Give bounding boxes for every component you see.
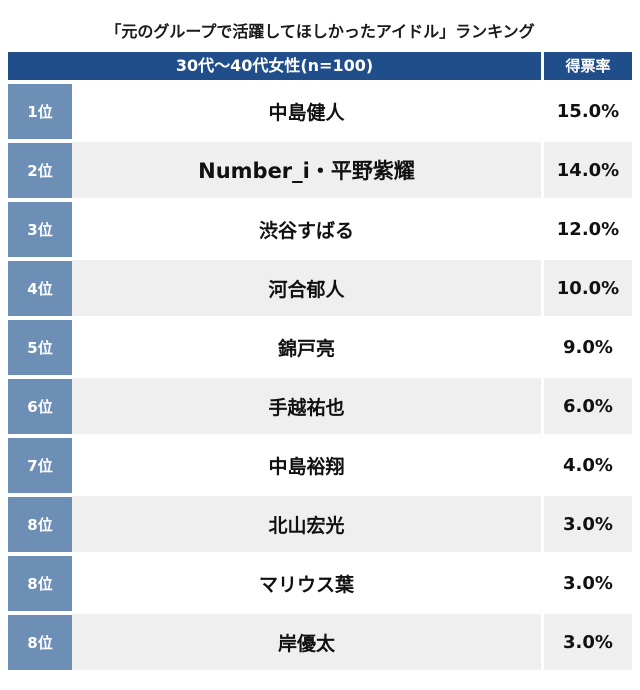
rank-label: 8位 xyxy=(8,496,72,552)
idol-name: 北山宏光 xyxy=(72,496,541,552)
table-row: 6位 手越祐也 6.0% xyxy=(8,378,632,434)
idol-name: 中島健人 xyxy=(72,83,541,139)
idol-name: マリウス葉 xyxy=(72,555,541,611)
table-row: 8位 岸優太 3.0% xyxy=(8,614,632,670)
idol-name: 錦戸亮 xyxy=(72,319,541,375)
table-row: 8位 マリウス葉 3.0% xyxy=(8,555,632,611)
vote-rate: 14.0% xyxy=(544,142,632,198)
header-vote-rate: 得票率 xyxy=(544,52,632,80)
vote-rate: 15.0% xyxy=(544,83,632,139)
rank-label: 4位 xyxy=(8,260,72,316)
idol-name: Number_i・平野紫耀 xyxy=(72,142,541,198)
table-row: 4位 河合郁人 10.0% xyxy=(8,260,632,316)
rank-label: 8位 xyxy=(8,555,72,611)
idol-name: 河合郁人 xyxy=(72,260,541,316)
rank-label: 7位 xyxy=(8,437,72,493)
vote-rate: 3.0% xyxy=(544,614,632,670)
table-row: 2位 Number_i・平野紫耀 14.0% xyxy=(8,142,632,198)
rank-label: 6位 xyxy=(8,378,72,434)
vote-rate: 12.0% xyxy=(544,201,632,257)
table-row: 7位 中島裕翔 4.0% xyxy=(8,437,632,493)
vote-rate: 10.0% xyxy=(544,260,632,316)
header-respondents: 30代〜40代女性(n=100) xyxy=(8,52,541,80)
vote-rate: 4.0% xyxy=(544,437,632,493)
rank-label: 3位 xyxy=(8,201,72,257)
ranking-table: 1位 中島健人 15.0% 2位 Number_i・平野紫耀 14.0% 3位 渋谷すばる 12… xyxy=(8,80,632,670)
chart-title: 「元のグループで活躍してほしかったアイドル」ランキング xyxy=(105,22,535,41)
idol-name: 中島裕翔 xyxy=(72,437,541,493)
vote-rate: 3.0% xyxy=(544,496,632,552)
rank-label: 8位 xyxy=(8,614,72,670)
rank-label: 2位 xyxy=(8,142,72,198)
table-row: 5位 錦戸亮 9.0% xyxy=(8,319,632,375)
rank-label: 1位 xyxy=(8,83,72,139)
idol-name: 渋谷すばる xyxy=(72,201,541,257)
table-row: 8位 北山宏光 3.0% xyxy=(8,496,632,552)
idol-name: 手越祐也 xyxy=(72,378,541,434)
table-row: 3位 渋谷すばる 12.0% xyxy=(8,201,632,257)
vote-rate: 9.0% xyxy=(544,319,632,375)
vote-rate: 3.0% xyxy=(544,555,632,611)
vote-rate: 6.0% xyxy=(544,378,632,434)
rank-label: 5位 xyxy=(8,319,72,375)
table-row: 1位 中島健人 15.0% xyxy=(8,83,632,139)
table-header: 30代〜40代女性(n=100) 得票率 xyxy=(8,52,632,80)
idol-name: 岸優太 xyxy=(72,614,541,670)
